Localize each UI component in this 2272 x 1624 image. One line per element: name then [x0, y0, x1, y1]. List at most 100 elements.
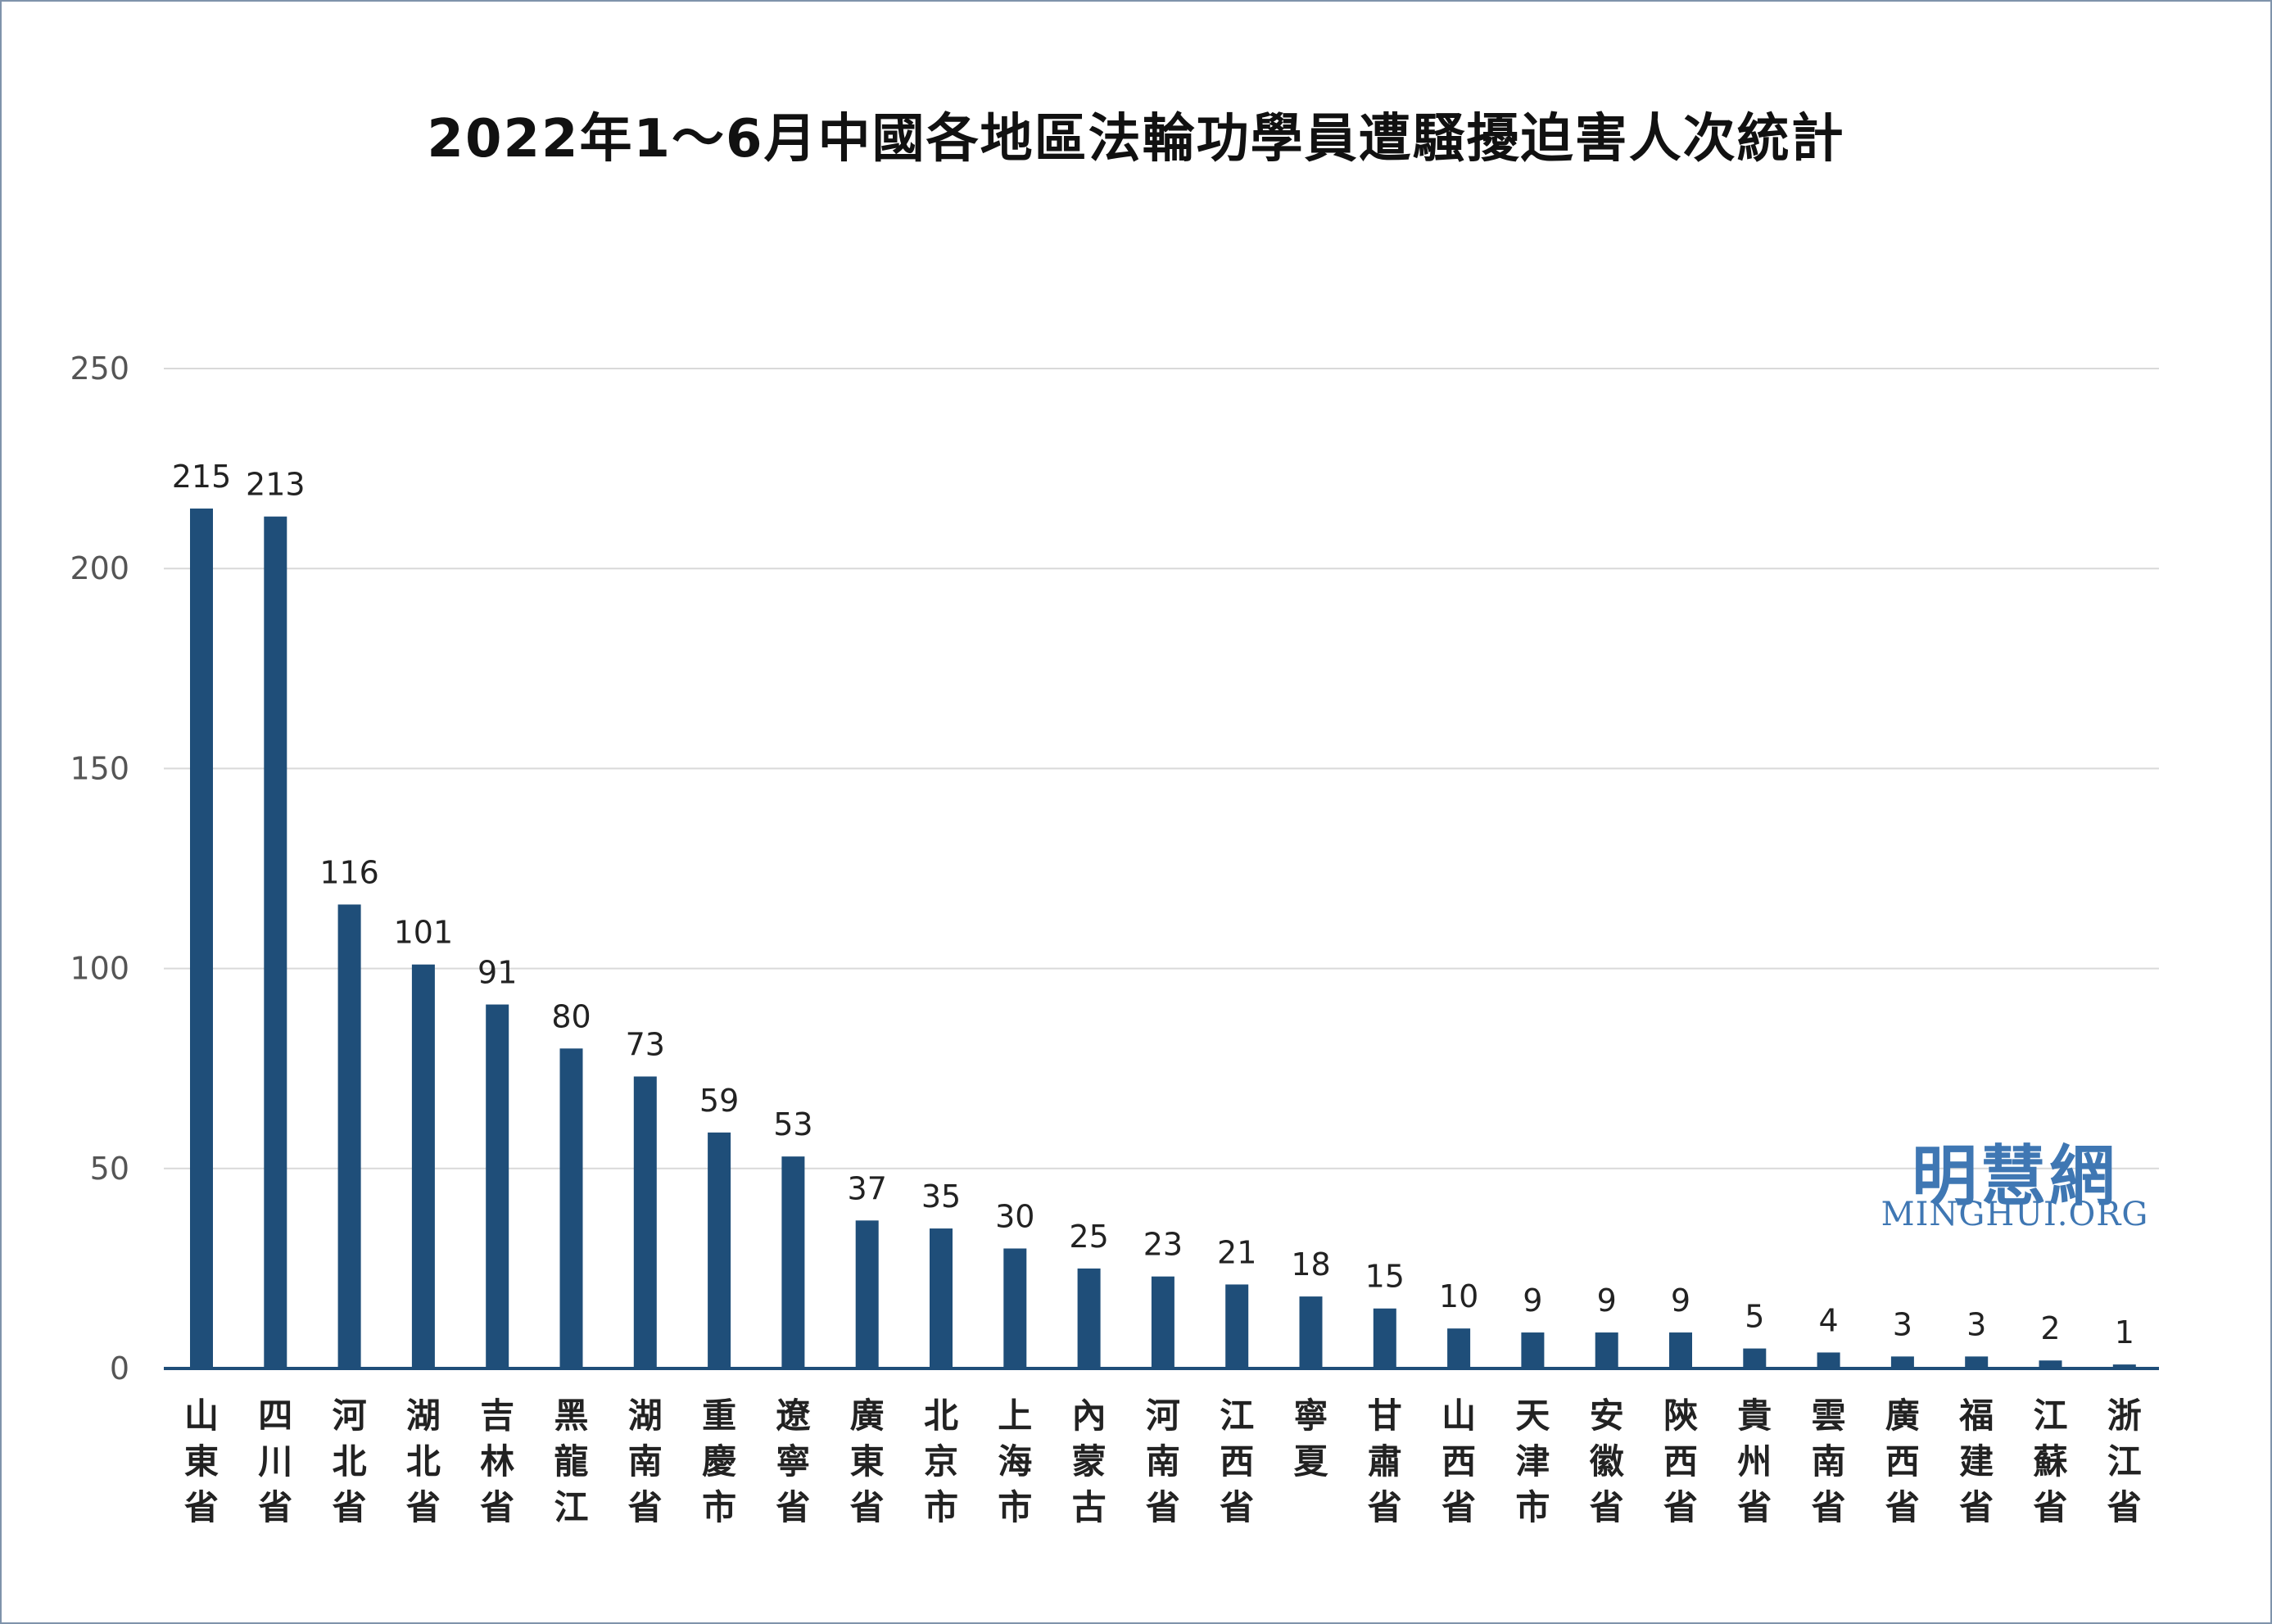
- data-label: 4: [1819, 1302, 1839, 1338]
- x-label-河南省: 河南省: [1146, 1396, 1180, 1527]
- x-label-char: 省: [2107, 1487, 2142, 1527]
- bar-江蘇省: [2039, 1360, 2062, 1368]
- x-label-char: 省: [1146, 1487, 1180, 1527]
- x-label-char: 山: [184, 1396, 219, 1436]
- x-label-char: 州: [1737, 1441, 1772, 1482]
- x-label-char: 西: [1663, 1441, 1698, 1482]
- bar-貴州省: [1743, 1348, 1767, 1368]
- x-label-char: 廣: [1885, 1396, 1920, 1436]
- bar-廣東省: [855, 1220, 879, 1368]
- data-label: 15: [1365, 1259, 1405, 1295]
- bars: [190, 508, 2136, 1369]
- x-label-char: 北: [406, 1441, 441, 1482]
- x-label-char: 省: [184, 1487, 219, 1527]
- x-label-char: 江: [2107, 1441, 2142, 1482]
- x-label-char: 江: [554, 1487, 588, 1527]
- x-label-char: 南: [1146, 1441, 1180, 1482]
- x-label-char: 市: [924, 1487, 958, 1527]
- x-label-char: 江: [2033, 1396, 2067, 1436]
- x-label-湖北省: 湖北省: [406, 1396, 441, 1527]
- x-label-char: 省: [628, 1487, 663, 1527]
- x-axis-labels: 山東省四川省河北省湖北省吉林省黑龍江湖南省重慶市遼寧省廣東省北京市上海市內蒙古河…: [184, 1396, 2142, 1527]
- data-label: 3: [1967, 1306, 1986, 1342]
- data-label: 30: [995, 1198, 1034, 1234]
- chart-title: 2022年1～6月中國各地區法輪功學員遭騷擾迫害人次統計: [427, 109, 1845, 170]
- bar-安徽省: [1595, 1332, 1618, 1368]
- x-label-char: 天: [1515, 1396, 1550, 1436]
- x-label-甘肅省: 甘肅省: [1368, 1396, 1402, 1527]
- x-label-char: 北: [333, 1441, 367, 1482]
- x-label-雲南省: 雲南省: [1812, 1396, 1846, 1527]
- x-label-天津市: 天津市: [1515, 1396, 1550, 1527]
- x-label-山西省: 山西省: [1441, 1396, 1476, 1527]
- x-label-寧夏: 寧夏: [1293, 1396, 1328, 1482]
- x-label-char: 省: [2033, 1487, 2067, 1527]
- x-label-char: 慶: [702, 1441, 736, 1482]
- x-label-char: 吉: [480, 1396, 514, 1436]
- x-label-char: 省: [480, 1487, 514, 1527]
- x-label-char: 湖: [406, 1396, 441, 1436]
- y-tick-label: 100: [70, 951, 129, 987]
- bar-浙江省: [2112, 1364, 2136, 1368]
- bar-遼寧省: [781, 1156, 805, 1368]
- data-label: 35: [921, 1178, 961, 1215]
- x-label-char: 河: [1146, 1396, 1180, 1436]
- data-label: 3: [1893, 1306, 1912, 1342]
- x-label-char: 蒙: [1072, 1441, 1107, 1482]
- data-label: 21: [1217, 1234, 1256, 1270]
- data-label: 213: [246, 467, 305, 503]
- bar-河南省: [1151, 1276, 1174, 1368]
- data-label: 9: [1597, 1282, 1617, 1319]
- bar-廣西省: [1890, 1356, 1914, 1368]
- bar-黑龍江: [559, 1048, 583, 1368]
- x-label-char: 西: [1441, 1441, 1476, 1482]
- x-label-char: 夏: [1293, 1441, 1328, 1482]
- x-label-山東省: 山東省: [184, 1396, 219, 1527]
- y-tick-label: 150: [70, 750, 129, 786]
- data-label: 18: [1291, 1246, 1330, 1282]
- x-label-char: 省: [1812, 1487, 1846, 1527]
- x-label-湖南省: 湖南省: [628, 1396, 663, 1527]
- x-label-黑龍江: 黑龍江: [554, 1396, 588, 1527]
- x-label-char: 省: [776, 1487, 810, 1527]
- bar-寧夏: [1299, 1296, 1323, 1368]
- x-label-char: 省: [1737, 1487, 1772, 1527]
- x-label-char: 省: [1441, 1487, 1476, 1527]
- data-label: 101: [394, 915, 454, 951]
- data-label: 9: [1671, 1282, 1690, 1319]
- y-tick-label: 0: [110, 1350, 129, 1387]
- data-label: 53: [773, 1106, 812, 1142]
- x-label-char: 省: [1590, 1487, 1624, 1527]
- x-label-廣西省: 廣西省: [1885, 1396, 1920, 1527]
- bar-福建省: [1965, 1356, 1989, 1368]
- x-label-陝西省: 陝西省: [1663, 1396, 1698, 1527]
- x-label-char: 川: [258, 1441, 292, 1482]
- data-label: 37: [848, 1170, 887, 1206]
- bar-吉林省: [486, 1004, 509, 1368]
- x-label-char: 北: [924, 1396, 958, 1436]
- data-label: 9: [1523, 1282, 1542, 1319]
- x-label-char: 省: [1368, 1487, 1402, 1527]
- bar-江西省: [1225, 1284, 1249, 1368]
- x-label-char: 徽: [1589, 1441, 1625, 1482]
- x-label-char: 市: [1515, 1487, 1550, 1527]
- x-label-char: 甘: [1368, 1396, 1402, 1436]
- x-label-char: 福: [1958, 1396, 1994, 1436]
- data-label: 23: [1143, 1227, 1183, 1263]
- x-label-char: 河: [333, 1396, 367, 1436]
- x-label-char: 雲: [1812, 1396, 1846, 1436]
- bar-重慶市: [708, 1132, 731, 1368]
- bar-山西省: [1447, 1328, 1471, 1368]
- x-label-char: 湖: [628, 1396, 663, 1436]
- y-tick-label: 250: [70, 351, 129, 387]
- data-label: 80: [551, 998, 591, 1034]
- x-label-char: 省: [333, 1487, 367, 1527]
- x-label-遼寧省: 遼寧省: [776, 1396, 811, 1527]
- x-label-char: 省: [850, 1487, 885, 1527]
- data-label: 2: [2040, 1310, 2060, 1346]
- x-label-char: 京: [924, 1441, 958, 1482]
- x-label-char: 省: [1959, 1487, 1994, 1527]
- x-label-char: 四: [258, 1396, 292, 1436]
- x-label-char: 林: [480, 1441, 514, 1482]
- x-label-char: 廣: [850, 1396, 885, 1436]
